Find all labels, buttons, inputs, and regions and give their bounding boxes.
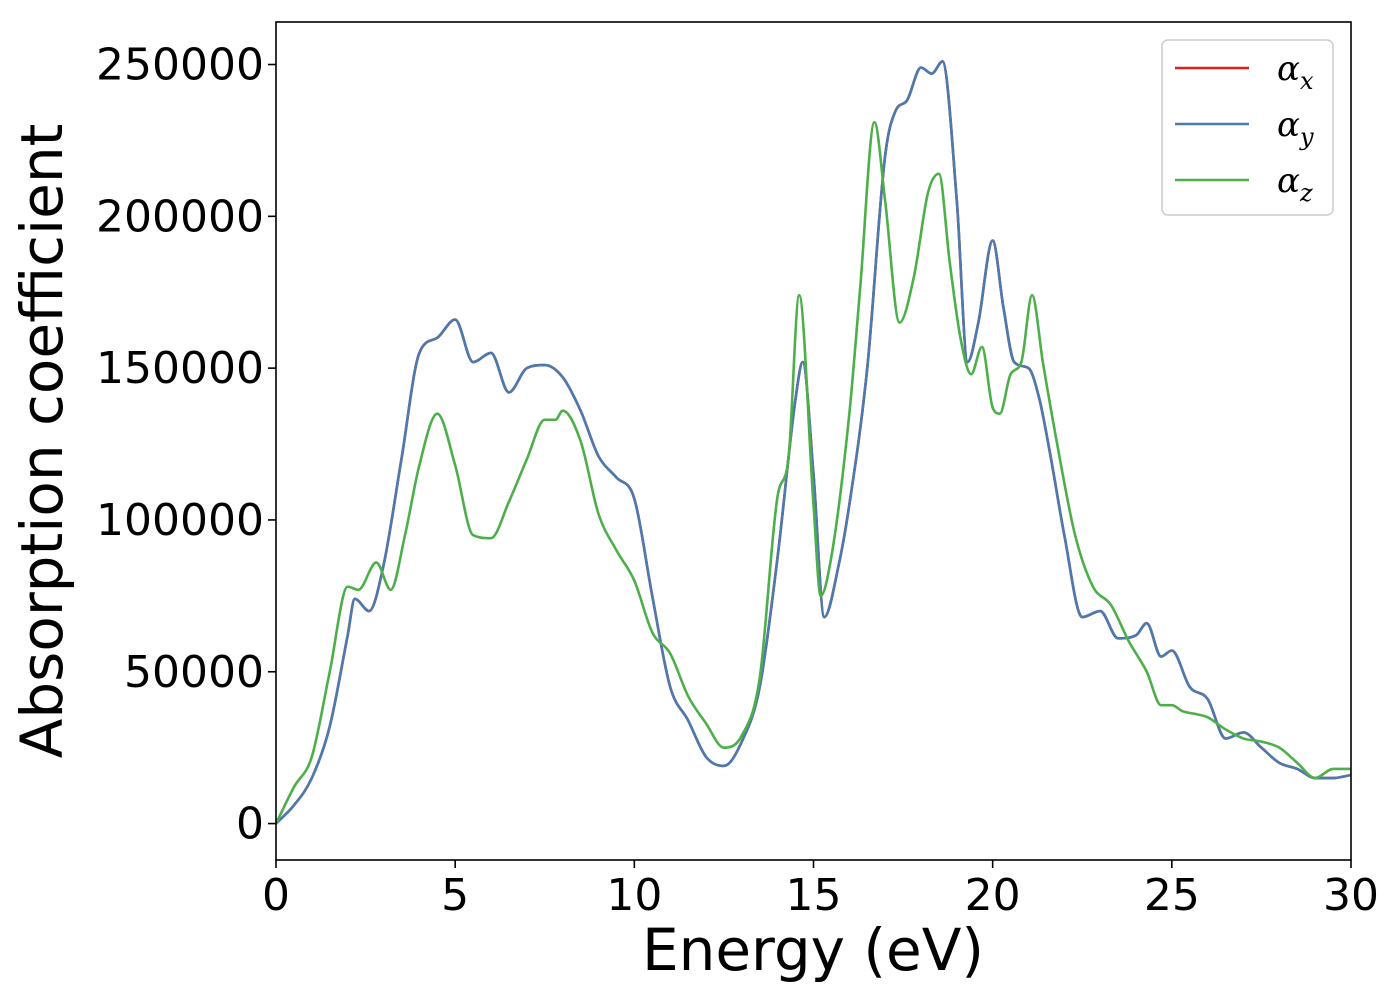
x-axis: 0 5 10 15 20 25 30	[262, 860, 1379, 921]
series-line-αz	[274, 120, 1351, 825]
x-tick-label: 5	[441, 870, 469, 921]
y-axis-label: Absorption coefficient	[8, 124, 76, 759]
legend-box	[1161, 39, 1334, 216]
x-tick-label: 30	[1323, 870, 1379, 921]
x-axis-label: Energy (eV)	[642, 916, 984, 984]
y-tick-label: 50000	[124, 647, 264, 698]
y-tick-label: 200000	[96, 191, 264, 242]
series-lines	[274, 60, 1352, 825]
y-tick-label: 250000	[96, 40, 264, 91]
y-axis: 0 50000 100000 150000 200000 250000	[96, 40, 276, 850]
x-tick-label: 10	[606, 870, 662, 921]
x-tick-label: 0	[262, 870, 290, 921]
x-tick-label: 20	[965, 870, 1021, 921]
series-line-αy	[275, 60, 1352, 825]
y-tick-label: 0	[236, 799, 264, 850]
y-tick-label: 150000	[96, 343, 264, 394]
x-tick-label: 25	[1144, 870, 1200, 921]
y-tick-label: 100000	[96, 495, 264, 546]
x-tick-label: 15	[786, 870, 842, 921]
